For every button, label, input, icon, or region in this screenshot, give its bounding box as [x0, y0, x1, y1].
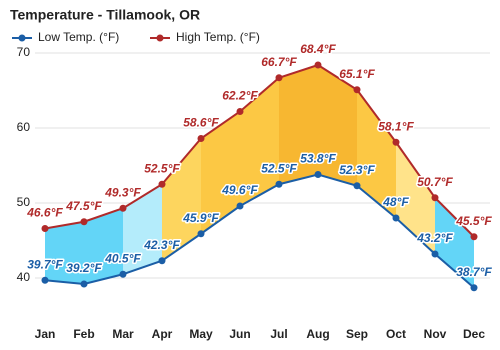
- value-label: 52.5°F: [261, 161, 297, 175]
- value-label: 68.4°F: [300, 42, 336, 56]
- point: [119, 204, 127, 212]
- value-label: 66.7°F: [261, 55, 297, 69]
- point: [158, 257, 166, 265]
- legend-label: Low Temp. (°F): [38, 30, 119, 44]
- labels: 40 50 60 70 Jan Feb Mar Apr May Jun Jul Aug Sep Oct No…: [12, 30, 494, 341]
- value-label: 46.6°F: [26, 206, 63, 220]
- point: [314, 61, 322, 69]
- point: [236, 108, 244, 115]
- value-label: 43.2°F: [416, 231, 453, 245]
- band-segment: [357, 89, 396, 218]
- value-label: 48°F: [382, 195, 409, 209]
- point: [275, 74, 283, 82]
- band-segment: [201, 111, 240, 234]
- value-label: 49.3°F: [104, 185, 141, 199]
- value-label: 53.8°F: [300, 152, 336, 166]
- value-label: 58.6°F: [183, 116, 219, 130]
- value-label: 65.1°F: [339, 67, 375, 81]
- x-tick-label: Jan: [35, 327, 56, 341]
- x-tick-label: Nov: [424, 327, 447, 341]
- lines: [41, 61, 478, 292]
- point: [236, 202, 244, 210]
- value-label: 38.7°F: [456, 265, 492, 279]
- x-tick-label: Aug: [306, 327, 329, 341]
- value-label: 62.2°F: [222, 89, 258, 103]
- point: [119, 270, 127, 278]
- value-label: 52.5°F: [144, 161, 180, 175]
- point: [197, 135, 205, 142]
- value-label: 45.5°F: [455, 214, 492, 228]
- value-label: 52.3°F: [339, 163, 375, 177]
- point: [275, 180, 283, 188]
- point: [470, 233, 478, 241]
- band-segment: [84, 208, 123, 284]
- band-segment: [162, 138, 201, 261]
- band-segment: [435, 197, 474, 288]
- band-segment: [123, 184, 162, 275]
- value-label: 47.5°F: [65, 199, 102, 213]
- value-label: 45.9°F: [182, 211, 219, 225]
- x-tick-label: Sep: [346, 327, 368, 341]
- legend-label: High Temp. (°F): [176, 30, 260, 44]
- value-label: 50.7°F: [417, 175, 453, 189]
- legend-marker: [156, 34, 164, 42]
- value-label: 49.6°F: [221, 183, 258, 197]
- point: [392, 214, 400, 222]
- point: [197, 230, 205, 238]
- value-label: 58.1°F: [378, 119, 414, 133]
- y-tick-label: 40: [17, 270, 31, 284]
- point: [353, 182, 361, 190]
- point: [392, 138, 400, 146]
- y-tick-label: 70: [17, 45, 31, 59]
- point: [80, 218, 88, 226]
- band-segment: [45, 221, 84, 284]
- band-segment: [318, 65, 357, 186]
- point: [41, 276, 49, 284]
- value-label: 42.3°F: [143, 238, 180, 252]
- value-label: 40.5°F: [104, 251, 141, 265]
- point: [470, 284, 478, 292]
- x-tick-label: Mar: [112, 327, 134, 341]
- legend-marker: [18, 34, 26, 42]
- point: [41, 225, 49, 232]
- point: [158, 180, 166, 188]
- band-segment: [279, 65, 318, 185]
- value-label: 39.2°F: [66, 261, 102, 275]
- x-tick-label: Jun: [229, 327, 250, 341]
- series-line: [44, 63, 475, 238]
- x-tick-label: Feb: [73, 327, 94, 341]
- x-tick-label: Jul: [270, 327, 287, 341]
- x-tick-label: Apr: [152, 327, 173, 341]
- chart-title: Temperature - Tillamook, OR: [10, 7, 200, 23]
- point: [80, 280, 88, 288]
- point: [314, 171, 322, 178]
- point: [431, 194, 439, 202]
- series-line: [44, 173, 475, 289]
- point: [431, 250, 439, 258]
- y-tick-label: 60: [17, 120, 31, 134]
- band: [45, 65, 474, 288]
- x-tick-label: Oct: [386, 327, 406, 341]
- band-segment: [240, 77, 279, 206]
- x-tick-label: Dec: [463, 327, 485, 341]
- x-tick-label: May: [189, 327, 213, 341]
- point: [353, 86, 361, 94]
- y-tick-label: 50: [17, 195, 31, 209]
- value-label: 39.7°F: [27, 257, 63, 271]
